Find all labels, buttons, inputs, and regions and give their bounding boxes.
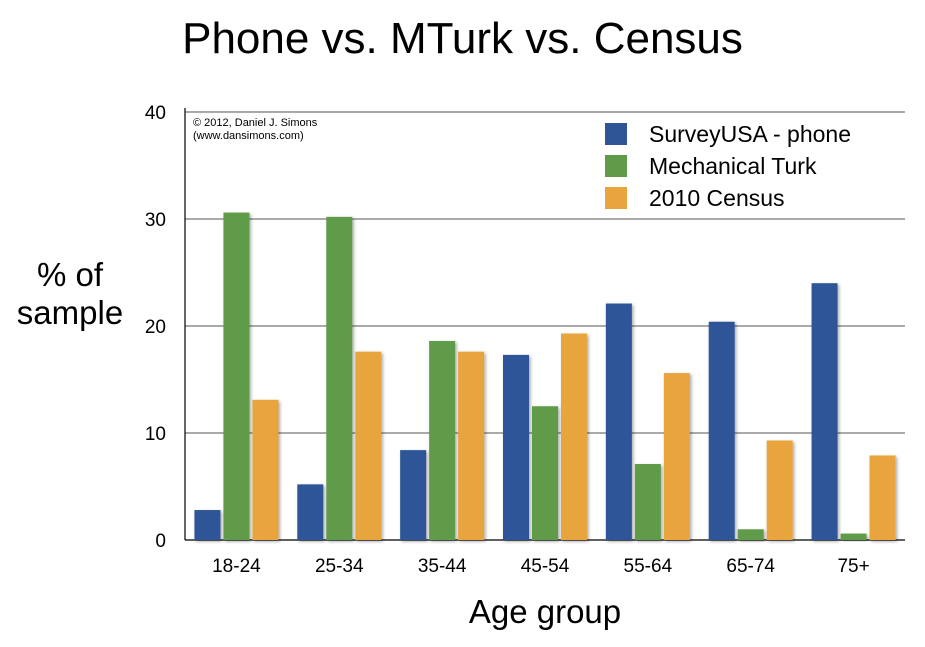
legend-swatch-phone [605, 123, 627, 145]
bars [194, 212, 896, 541]
legend-label-mturk: Mechanical Turk [649, 152, 817, 179]
y-tick-label: 0 [155, 531, 166, 552]
bar-phone-65-74 [708, 321, 735, 540]
bar-phone-25-34 [297, 484, 324, 540]
bar-mturk-75+ [840, 533, 867, 540]
x-tick-label: 75+ [837, 556, 869, 577]
chart-title: Phone vs. MTurk vs. Census [182, 14, 743, 63]
legend-item-census: 2010 Census [605, 182, 851, 214]
copyright-url: (www.dansimons.com) [193, 130, 304, 142]
bar-mturk-35-44 [429, 340, 456, 540]
bar-phone-18-24 [194, 510, 221, 540]
legend-swatch-mturk [605, 155, 627, 177]
legend: SurveyUSA - phone Mechanical Turk 2010 C… [605, 118, 851, 214]
legend-label-phone: SurveyUSA - phone [649, 120, 852, 147]
gridlines [185, 111, 905, 434]
axes: 0 10 20 30 40 18-24 25-34 35-44 45-54 55-64 65-74 7… [145, 103, 905, 577]
y-tick-label: 10 [145, 424, 166, 445]
legend-item-phone: SurveyUSA - phone [605, 118, 851, 150]
bar-census-55-64 [663, 373, 690, 540]
bar-census-25-34 [355, 351, 382, 540]
bar-mturk-45-54 [532, 406, 558, 540]
legend-label-census: 2010 Census [649, 184, 785, 211]
bar-census-65-74 [766, 440, 793, 540]
x-axis-label: Age group [468, 593, 622, 630]
bar-phone-35-44 [400, 450, 427, 540]
copyright-notice: © 2012, Daniel J. Simons (www.dansimons.… [193, 117, 317, 143]
y-axis-label: % of sample [16, 256, 124, 331]
copyright-line: © 2012, Daniel J. Simons [193, 117, 318, 129]
bar-census-35-44 [458, 351, 485, 540]
legend-item-mturk: Mechanical Turk [605, 150, 851, 182]
y-tick-label: 20 [145, 317, 166, 338]
bar-mturk-18-24 [223, 212, 250, 540]
bar-census-75+ [869, 455, 896, 540]
y-tick-label: 30 [145, 210, 166, 231]
bar-mturk-55-64 [634, 464, 661, 540]
bar-mturk-25-34 [326, 216, 353, 541]
bar-phone-55-64 [605, 303, 632, 540]
y-tick-label: 40 [145, 103, 166, 124]
x-tick-label: 55-64 [624, 556, 673, 577]
x-tick-label: 18-24 [212, 556, 261, 577]
bar-phone-45-54 [503, 354, 529, 540]
bar-phone-75+ [811, 283, 838, 540]
bar-mturk-65-74 [737, 529, 764, 540]
x-tick-label: 35-44 [418, 556, 467, 577]
x-tick-label: 45-54 [521, 556, 570, 577]
x-tick-label: 65-74 [726, 556, 775, 577]
x-tick-label: 25-34 [315, 556, 364, 577]
bar-census-18-24 [252, 399, 279, 540]
legend-swatch-census [605, 187, 627, 209]
bar-census-45-54 [561, 333, 587, 540]
